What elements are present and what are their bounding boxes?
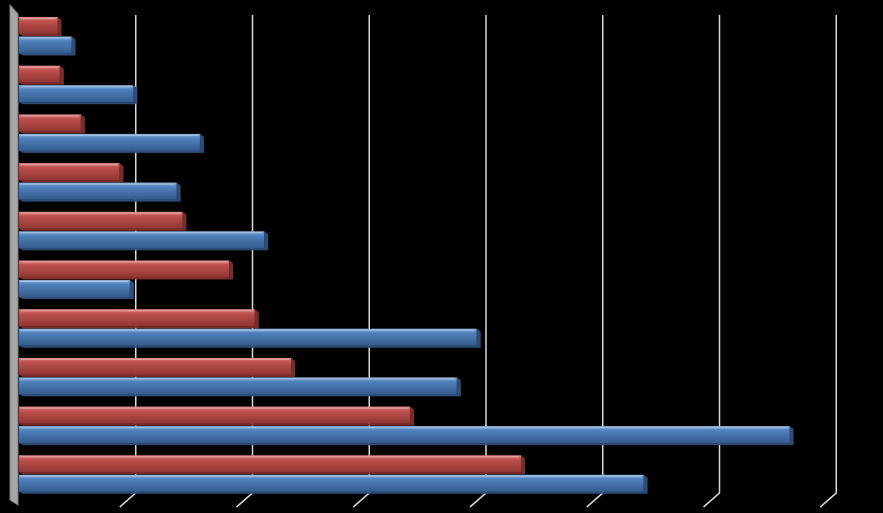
bar-front	[19, 474, 644, 492]
bar-series-1	[19, 455, 526, 475]
bar-side	[254, 309, 259, 329]
bar-bottom	[19, 277, 234, 280]
bar-side	[264, 231, 269, 251]
bar-front	[19, 85, 134, 103]
bar-series-1	[19, 114, 85, 134]
bar-side	[119, 163, 124, 183]
bar-side	[129, 280, 134, 299]
bar-side	[133, 85, 138, 105]
bar-bottom	[19, 131, 85, 134]
bar-front	[19, 377, 457, 395]
bar-bottom	[19, 248, 269, 251]
bar-front	[19, 114, 81, 132]
bar-front	[19, 426, 790, 444]
bar-series-2	[19, 280, 134, 299]
gridline	[819, 15, 837, 508]
bar-front	[19, 280, 130, 297]
bar-series-2	[19, 36, 76, 56]
bar-bottom	[19, 82, 64, 85]
bar-series-1	[19, 260, 234, 280]
bar-bottom	[19, 326, 259, 329]
bar-series-2	[19, 85, 138, 105]
bar-side	[71, 36, 76, 56]
gridline	[703, 15, 721, 508]
bar-bottom	[19, 102, 138, 105]
bar-side	[57, 17, 62, 36]
bar-series-1	[19, 357, 296, 377]
bar-series-2	[19, 182, 181, 202]
bar-bottom	[19, 34, 62, 36]
bar-series-1	[19, 211, 187, 231]
bars	[19, 17, 794, 494]
bar-bottom	[19, 53, 76, 56]
plot-wall	[9, 3, 19, 506]
bar-bottom	[19, 297, 134, 299]
bar-front	[19, 65, 60, 83]
bar-side	[80, 114, 85, 134]
bar-series-2	[19, 474, 648, 494]
bar-series-1	[19, 309, 259, 329]
bar-side	[410, 406, 415, 426]
bar-bottom	[19, 199, 181, 202]
bar-front	[19, 455, 522, 473]
bar-front	[19, 211, 183, 229]
bar-bottom	[19, 443, 794, 446]
bar-bottom	[19, 423, 415, 426]
bar-front	[19, 309, 255, 327]
bar-bottom	[19, 180, 124, 183]
bar-bottom	[19, 228, 187, 231]
bar-series-1	[19, 163, 124, 183]
bar-side	[789, 426, 794, 446]
bar-bottom	[19, 345, 481, 348]
bar-side	[521, 455, 526, 475]
bar-front	[19, 182, 177, 200]
bar-side	[199, 133, 204, 153]
bar-front	[19, 260, 230, 278]
bar-side	[291, 357, 296, 377]
bar-series-1	[19, 406, 415, 426]
bar-front	[19, 357, 292, 375]
bar-series-2	[19, 426, 794, 446]
bar-side	[59, 65, 64, 85]
bar-series-2	[19, 231, 269, 251]
bar-front	[19, 163, 120, 181]
bar-series-1	[19, 17, 62, 36]
bar-series-2	[19, 328, 481, 348]
bar-series-2	[19, 133, 204, 153]
bar-front	[19, 133, 200, 151]
bar-bottom	[19, 491, 648, 494]
axis-wall	[9, 3, 19, 506]
bar-side	[476, 328, 481, 348]
bar-side	[229, 260, 234, 280]
bar-side	[176, 182, 181, 202]
bar-series-2	[19, 377, 461, 397]
bar-bottom	[19, 472, 526, 475]
bar-side	[456, 377, 461, 397]
bar-front	[19, 406, 411, 424]
bar-front	[19, 231, 265, 249]
bar-front	[19, 17, 58, 34]
bar-bottom	[19, 374, 296, 377]
bar-side	[643, 474, 648, 494]
bar-front	[19, 36, 72, 54]
bar-bottom	[19, 150, 204, 153]
bar-side	[182, 211, 187, 231]
bar-front	[19, 328, 477, 346]
bar-bottom	[19, 394, 461, 397]
bar-series-1	[19, 65, 64, 85]
